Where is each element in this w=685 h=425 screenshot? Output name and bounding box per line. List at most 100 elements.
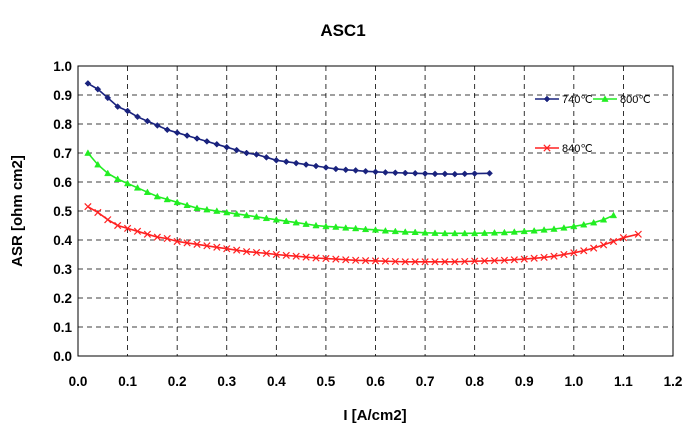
data-point <box>352 167 360 174</box>
data-point <box>332 165 340 173</box>
data-point <box>431 170 439 178</box>
data-point <box>233 210 241 217</box>
data-point <box>242 211 251 219</box>
data-point <box>233 246 241 254</box>
data-point <box>213 243 221 251</box>
y-tick-label: 0.1 <box>53 320 72 335</box>
data-point <box>421 258 429 266</box>
data-point <box>282 217 290 224</box>
legend-item: 800℃ <box>593 94 651 106</box>
legend-item: 740℃ <box>535 94 593 106</box>
data-point <box>173 198 181 206</box>
data-point <box>431 258 439 266</box>
data-point <box>84 80 92 87</box>
data-point <box>560 224 568 231</box>
data-point <box>599 215 608 223</box>
data-point <box>183 239 191 247</box>
data-point <box>391 257 399 266</box>
data-point <box>163 195 171 203</box>
x-tick-label: 1.2 <box>664 374 683 389</box>
data-point <box>292 159 300 167</box>
legend-marker <box>601 95 609 102</box>
data-point <box>490 229 499 236</box>
data-point <box>550 252 558 260</box>
data-point <box>223 245 231 253</box>
data-point <box>590 218 598 226</box>
series-line <box>87 206 639 263</box>
data-point <box>302 220 310 227</box>
data-point <box>123 179 132 187</box>
x-tick-label: 0.7 <box>416 374 435 389</box>
data-point <box>441 170 449 178</box>
data-point <box>104 169 112 177</box>
data-point <box>252 248 261 257</box>
data-point <box>372 168 379 176</box>
data-point <box>471 257 479 265</box>
data-point <box>391 169 399 177</box>
data-point <box>253 151 260 158</box>
data-point <box>500 228 509 236</box>
x-axis-label: I [A/cm2] <box>343 407 406 424</box>
data-point <box>609 237 618 246</box>
data-point <box>292 218 300 226</box>
x-tick-label: 0.6 <box>366 374 385 389</box>
legend-label: 740℃ <box>562 94 593 106</box>
data-point <box>352 224 360 232</box>
series-line <box>87 152 614 235</box>
data-point <box>84 203 92 211</box>
data-point <box>381 227 390 234</box>
grid-lines <box>77 65 674 357</box>
data-point <box>362 167 369 175</box>
data-point <box>421 229 429 236</box>
data-point <box>223 208 231 216</box>
data-point <box>143 188 152 195</box>
chart-title: ASC1 <box>320 21 365 40</box>
data-point <box>203 242 211 250</box>
data-point <box>163 126 171 134</box>
data-point <box>530 254 538 262</box>
y-tick-label: 1.0 <box>53 59 72 74</box>
data-point <box>114 221 122 230</box>
data-point <box>441 258 449 266</box>
y-tick-label: 0.3 <box>53 262 72 277</box>
data-point <box>213 140 221 148</box>
series-1 <box>84 149 618 237</box>
data-point <box>441 229 449 237</box>
data-point <box>94 85 102 93</box>
data-point <box>619 234 628 242</box>
data-point <box>461 229 469 237</box>
data-point <box>133 184 142 191</box>
data-point <box>599 241 608 249</box>
data-point <box>153 233 161 241</box>
data-point <box>213 207 221 214</box>
series-layer <box>84 80 642 266</box>
data-point <box>342 166 350 174</box>
y-tick-label: 0.5 <box>53 204 72 219</box>
legend-marker <box>543 144 551 152</box>
x-tick-label: 1.1 <box>614 374 633 389</box>
data-point <box>332 255 340 263</box>
data-point <box>550 225 558 232</box>
data-point <box>342 256 350 264</box>
data-point <box>123 224 132 233</box>
data-point <box>520 255 528 263</box>
data-point <box>471 229 479 237</box>
x-tick-label: 0.4 <box>267 374 286 389</box>
data-point <box>352 256 360 264</box>
data-point <box>302 161 310 168</box>
data-point <box>183 201 191 209</box>
data-point <box>540 253 548 262</box>
data-point <box>486 169 493 177</box>
legend-label: 800℃ <box>620 94 651 106</box>
data-point <box>94 208 102 217</box>
data-point <box>243 149 250 157</box>
data-point <box>570 222 578 230</box>
data-point <box>510 228 518 235</box>
data-point <box>242 247 251 256</box>
data-point <box>322 254 330 263</box>
data-point <box>391 227 399 235</box>
data-point <box>292 252 300 260</box>
data-point <box>634 230 642 238</box>
x-tick-label: 0.0 <box>69 374 88 389</box>
